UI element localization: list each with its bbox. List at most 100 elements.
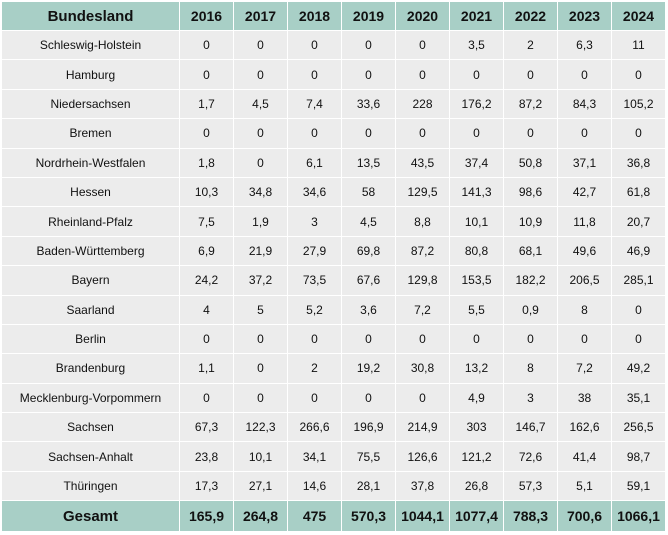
value-cell-2016: 24,2 xyxy=(179,265,234,296)
value-cell-2023: 49,6 xyxy=(557,235,612,267)
value-cell-2024: 46,9 xyxy=(611,235,666,267)
value-cell-2018: 14,6 xyxy=(287,470,342,502)
state-name-cell: Berlin xyxy=(1,323,180,355)
value-cell-2016: 0 xyxy=(179,382,234,414)
value-cell-2019: 0 xyxy=(341,118,396,149)
total-cell-2020: 1044,1 xyxy=(395,500,450,533)
state-name-cell: Nordrhein-Westfalen xyxy=(1,147,180,178)
value-cell-2023: 0 xyxy=(557,118,612,149)
header-bundesland: Bundesland xyxy=(1,1,180,31)
value-cell-2021: 303 xyxy=(449,412,504,443)
value-cell-2016: 0 xyxy=(179,118,234,149)
value-cell-2021: 141,3 xyxy=(449,176,504,208)
state-name-cell: Hessen xyxy=(1,176,180,208)
value-cell-2018: 5,2 xyxy=(287,294,342,325)
value-cell-2018: 6,1 xyxy=(287,147,342,178)
value-cell-2017: 122,3 xyxy=(233,412,288,443)
value-cell-2022: 3 xyxy=(503,382,558,414)
value-cell-2016: 7,5 xyxy=(179,206,234,237)
value-cell-2018: 34,6 xyxy=(287,176,342,208)
value-cell-2024: 98,7 xyxy=(611,441,666,472)
value-cell-2024: 256,5 xyxy=(611,412,666,443)
total-row: Gesamt 165,9 264,8 475 570,3 1044,1 1077,4 788… xyxy=(1,500,666,533)
value-cell-2023: 0 xyxy=(557,323,612,355)
total-cell-2019: 570,3 xyxy=(341,500,396,533)
value-cell-2017: 0 xyxy=(233,147,288,178)
value-cell-2023: 6,3 xyxy=(557,29,612,61)
state-name-cell: Hamburg xyxy=(1,59,180,90)
value-cell-2023: 8 xyxy=(557,294,612,325)
value-cell-2016: 0 xyxy=(179,323,234,355)
table-row: Hessen 10,3 34,8 34,6 58 129,5 141,3 98,6 42,7 61… xyxy=(1,176,666,208)
value-cell-2024: 0 xyxy=(611,59,666,90)
value-cell-2018: 73,5 xyxy=(287,265,342,296)
value-cell-2023: 41,4 xyxy=(557,441,612,472)
table-header: Bundesland 2016 2017 2018 2019 2020 2021 2022 2… xyxy=(1,1,666,31)
value-cell-2019: 0 xyxy=(341,323,396,355)
value-cell-2019: 0 xyxy=(341,382,396,414)
value-cell-2019: 58 xyxy=(341,176,396,208)
value-cell-2017: 21,9 xyxy=(233,235,288,267)
value-cell-2023: 37,1 xyxy=(557,147,612,178)
table-row: Hamburg 0 0 0 0 0 0 0 0 0 xyxy=(1,59,666,90)
state-name-cell: Baden-Württemberg xyxy=(1,235,180,267)
value-cell-2024: 11 xyxy=(611,29,666,61)
value-cell-2022: 0 xyxy=(503,323,558,355)
value-cell-2020: 129,5 xyxy=(395,176,450,208)
value-cell-2024: 35,1 xyxy=(611,382,666,414)
value-cell-2024: 0 xyxy=(611,323,666,355)
value-cell-2024: 20,7 xyxy=(611,206,666,237)
total-cell-2016: 165,9 xyxy=(179,500,234,533)
value-cell-2017: 4,5 xyxy=(233,88,288,120)
value-cell-2017: 0 xyxy=(233,353,288,384)
value-cell-2021: 153,5 xyxy=(449,265,504,296)
value-cell-2021: 4,9 xyxy=(449,382,504,414)
value-cell-2018: 7,4 xyxy=(287,88,342,120)
value-cell-2017: 0 xyxy=(233,382,288,414)
value-cell-2020: 129,8 xyxy=(395,265,450,296)
state-name-cell: Mecklenburg-Vorpommern xyxy=(1,382,180,414)
value-cell-2019: 69,8 xyxy=(341,235,396,267)
value-cell-2016: 0 xyxy=(179,29,234,61)
table-row: Mecklenburg-Vorpommern 0 0 0 0 0 4,9 3 38 35,1 xyxy=(1,382,666,414)
value-cell-2024: 0 xyxy=(611,294,666,325)
value-cell-2023: 0 xyxy=(557,59,612,90)
header-year-2021: 2021 xyxy=(449,1,504,31)
value-cell-2017: 37,2 xyxy=(233,265,288,296)
value-cell-2022: 57,3 xyxy=(503,470,558,502)
value-cell-2021: 10,1 xyxy=(449,206,504,237)
total-cell-2022: 788,3 xyxy=(503,500,558,533)
value-cell-2020: 30,8 xyxy=(395,353,450,384)
value-cell-2017: 0 xyxy=(233,323,288,355)
value-cell-2017: 34,8 xyxy=(233,176,288,208)
value-cell-2018: 0 xyxy=(287,323,342,355)
value-cell-2022: 182,2 xyxy=(503,265,558,296)
table-row: Rheinland-Pfalz 7,5 1,9 3 4,5 8,8 10,1 10,9 11,8… xyxy=(1,206,666,237)
value-cell-2016: 4 xyxy=(179,294,234,325)
table-row: Sachsen 67,3 122,3 266,6 196,9 214,9 303 146,7 1… xyxy=(1,412,666,443)
value-cell-2019: 19,2 xyxy=(341,353,396,384)
value-cell-2023: 206,5 xyxy=(557,265,612,296)
value-cell-2022: 98,6 xyxy=(503,176,558,208)
value-cell-2021: 80,8 xyxy=(449,235,504,267)
value-cell-2020: 0 xyxy=(395,382,450,414)
value-cell-2016: 23,8 xyxy=(179,441,234,472)
table-row: Brandenburg 1,1 0 2 19,2 30,8 13,2 8 7,2 49,2 xyxy=(1,353,666,384)
value-cell-2022: 0,9 xyxy=(503,294,558,325)
value-cell-2023: 42,7 xyxy=(557,176,612,208)
value-cell-2016: 67,3 xyxy=(179,412,234,443)
header-row: Bundesland 2016 2017 2018 2019 2020 2021 2022 2… xyxy=(1,1,666,31)
value-cell-2019: 3,6 xyxy=(341,294,396,325)
value-cell-2022: 0 xyxy=(503,118,558,149)
table-row: Thüringen 17,3 27,1 14,6 28,1 37,8 26,8 57,3 5,1… xyxy=(1,470,666,502)
value-cell-2020: 87,2 xyxy=(395,235,450,267)
value-cell-2022: 2 xyxy=(503,29,558,61)
value-cell-2019: 33,6 xyxy=(341,88,396,120)
state-name-cell: Sachsen-Anhalt xyxy=(1,441,180,472)
table-footer: Gesamt 165,9 264,8 475 570,3 1044,1 1077,4 788… xyxy=(1,500,666,533)
value-cell-2024: 0 xyxy=(611,118,666,149)
value-cell-2021: 0 xyxy=(449,59,504,90)
value-cell-2020: 43,5 xyxy=(395,147,450,178)
value-cell-2021: 3,5 xyxy=(449,29,504,61)
value-cell-2021: 37,4 xyxy=(449,147,504,178)
